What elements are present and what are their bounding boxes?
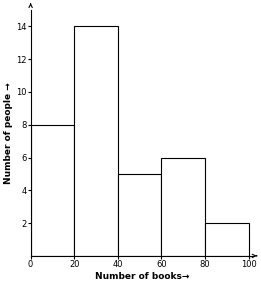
Bar	[161, 158, 205, 256]
Y-axis label: Number of people →: Number of people →	[4, 82, 13, 184]
Bar	[74, 27, 118, 256]
Bar	[31, 125, 74, 256]
Bar	[118, 174, 161, 256]
X-axis label: Number of books→: Number of books→	[94, 272, 189, 281]
Bar	[205, 223, 248, 256]
